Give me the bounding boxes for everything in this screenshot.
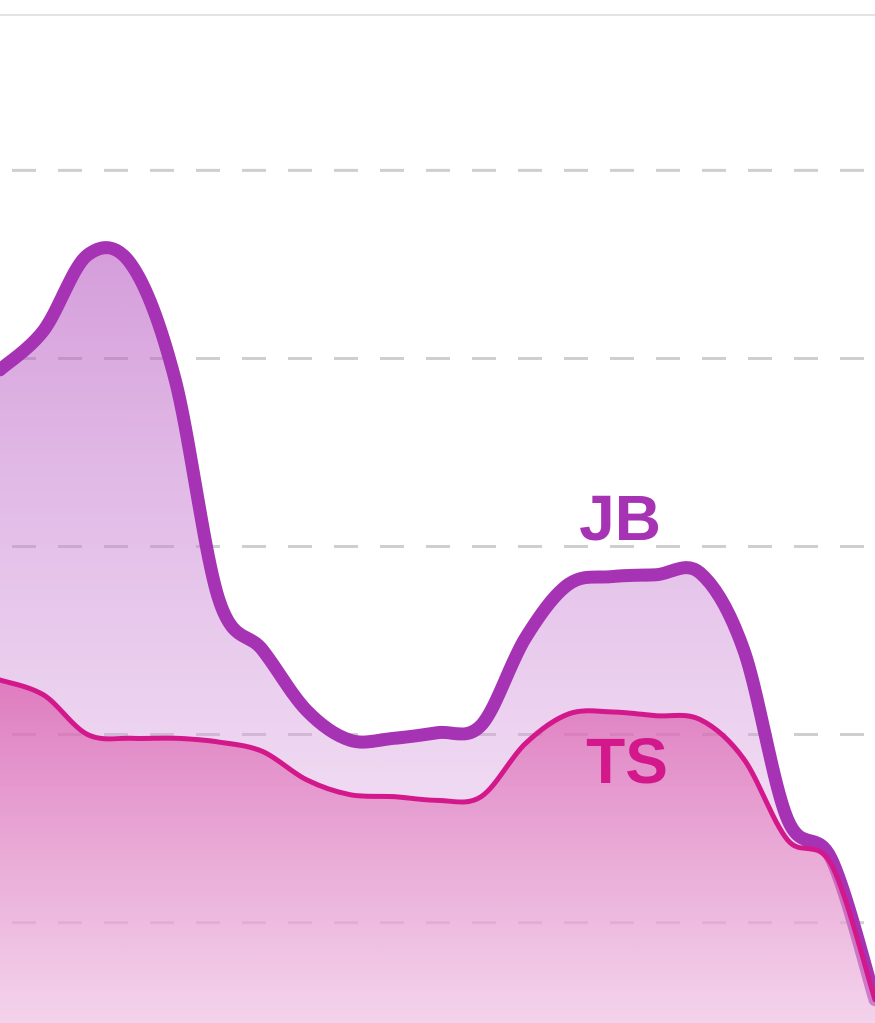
series-label: TS bbox=[586, 725, 668, 797]
areas bbox=[0, 241, 875, 1023]
area-line bbox=[0, 677, 875, 1003]
series-label: JB bbox=[579, 482, 661, 554]
labels: JB TS bbox=[579, 482, 668, 797]
area-fill bbox=[0, 680, 875, 1023]
area-line bbox=[0, 241, 875, 1007]
